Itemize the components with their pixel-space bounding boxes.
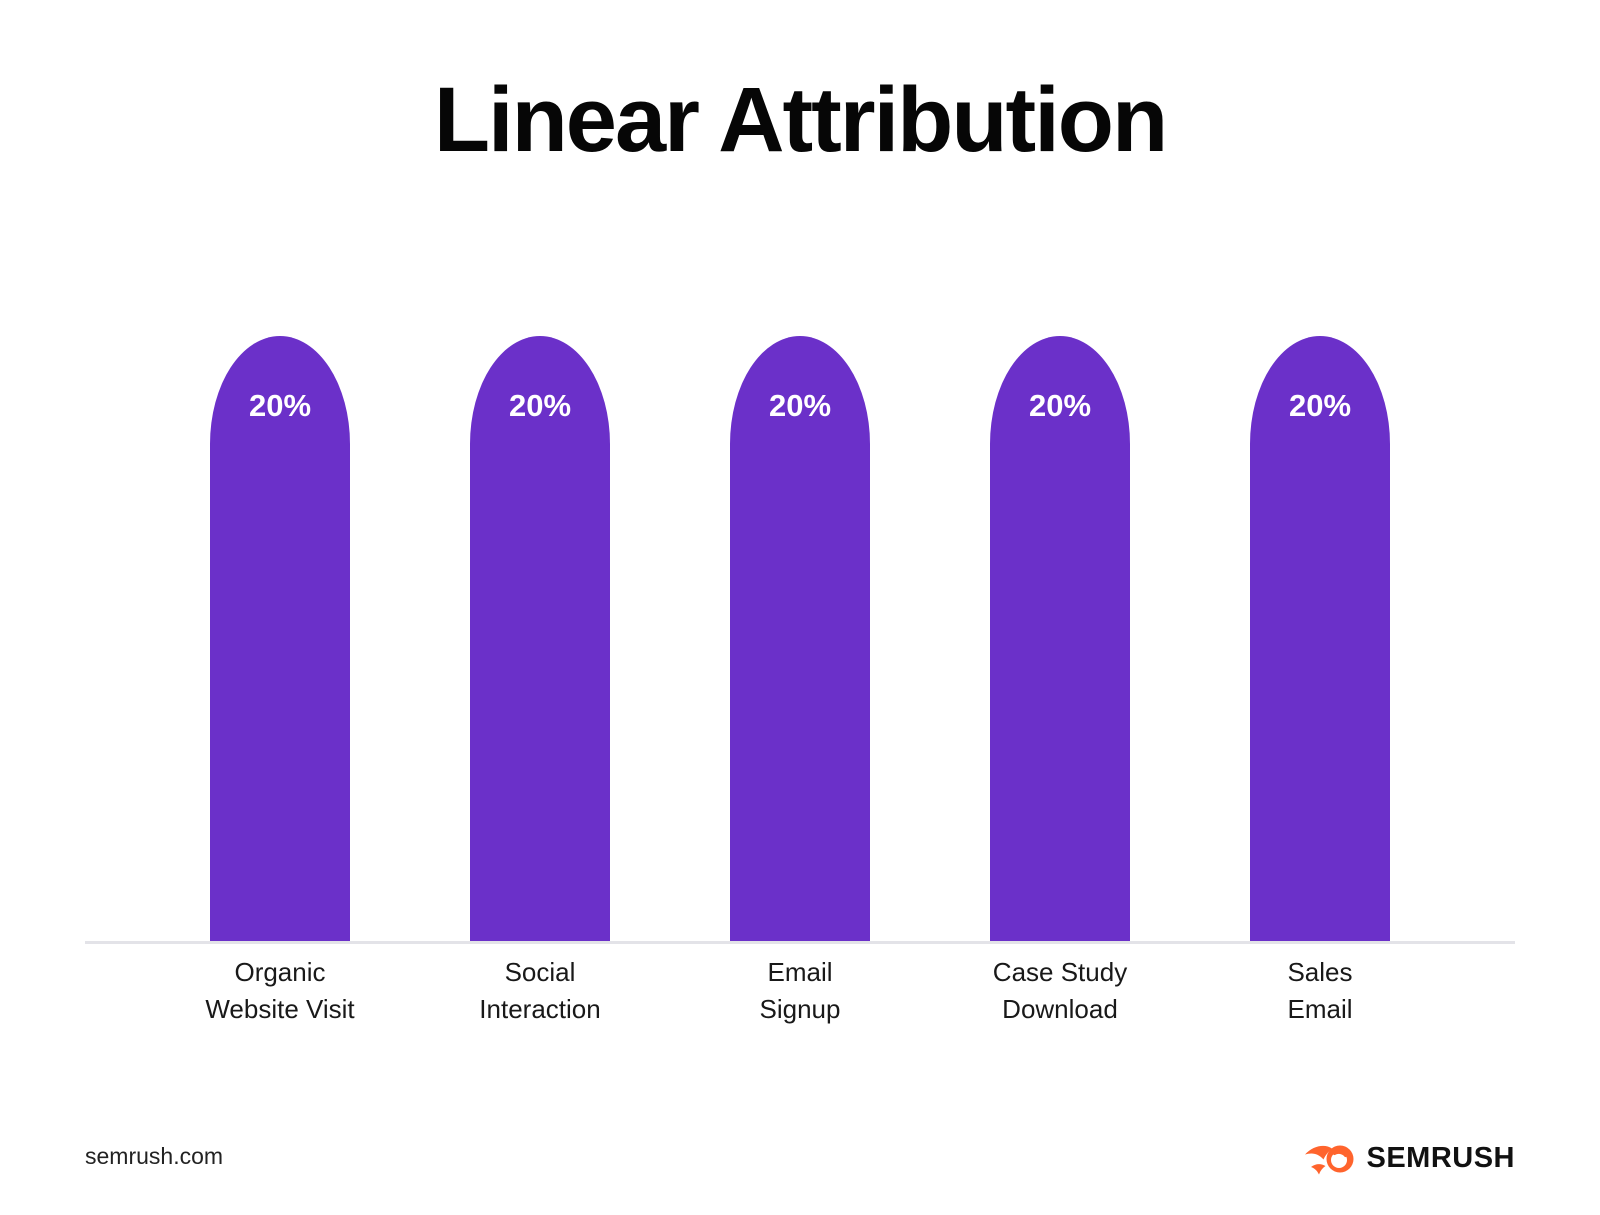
category-label-line: Organic <box>234 957 326 987</box>
category-label-line: Email <box>767 957 833 987</box>
bar-sales-email: 20% <box>1250 336 1390 943</box>
footer-site-url: semrush.com <box>85 1143 224 1169</box>
bar-value-label: 20% <box>768 388 832 423</box>
category-label-line: Interaction <box>479 994 601 1024</box>
category-label-line: Signup <box>759 994 841 1024</box>
bar-value-label: 20% <box>1288 388 1352 423</box>
x-axis-baseline <box>85 941 1515 944</box>
category-label-organic-website-visit: Organic Website Visit <box>140 954 420 1028</box>
bar-value-label: 20% <box>1028 388 1092 423</box>
category-label-social-interaction: Social Interaction <box>400 954 680 1028</box>
bar-case-study-download: 20% <box>990 336 1130 943</box>
category-label-line: Download <box>1002 994 1118 1024</box>
bar-value-label: 20% <box>248 388 312 423</box>
semrush-logo-text: SEMRUSH <box>1366 1142 1515 1174</box>
bar-value-label: 20% <box>508 388 572 423</box>
category-label-line: Social <box>504 957 576 987</box>
category-label-email-signup: Email Signup <box>660 954 940 1028</box>
category-label-sales-email: Sales Email <box>1180 954 1460 1028</box>
category-label-case-study-download: Case Study Download <box>920 954 1200 1028</box>
semrush-logo: SEMRUSH <box>1304 1140 1515 1177</box>
bar-email-signup: 20% <box>730 336 870 943</box>
bar-social-interaction: 20% <box>470 336 610 943</box>
chart-title: Linear Attribution <box>433 69 1168 171</box>
category-label-line: Website Visit <box>205 994 355 1024</box>
category-label-line: Sales <box>1287 957 1353 987</box>
semrush-comet-icon <box>1304 1140 1356 1177</box>
bar-organic-website-visit: 20% <box>210 336 350 943</box>
category-label-line: Email <box>1287 994 1353 1024</box>
category-label-line: Case Study <box>992 957 1128 987</box>
